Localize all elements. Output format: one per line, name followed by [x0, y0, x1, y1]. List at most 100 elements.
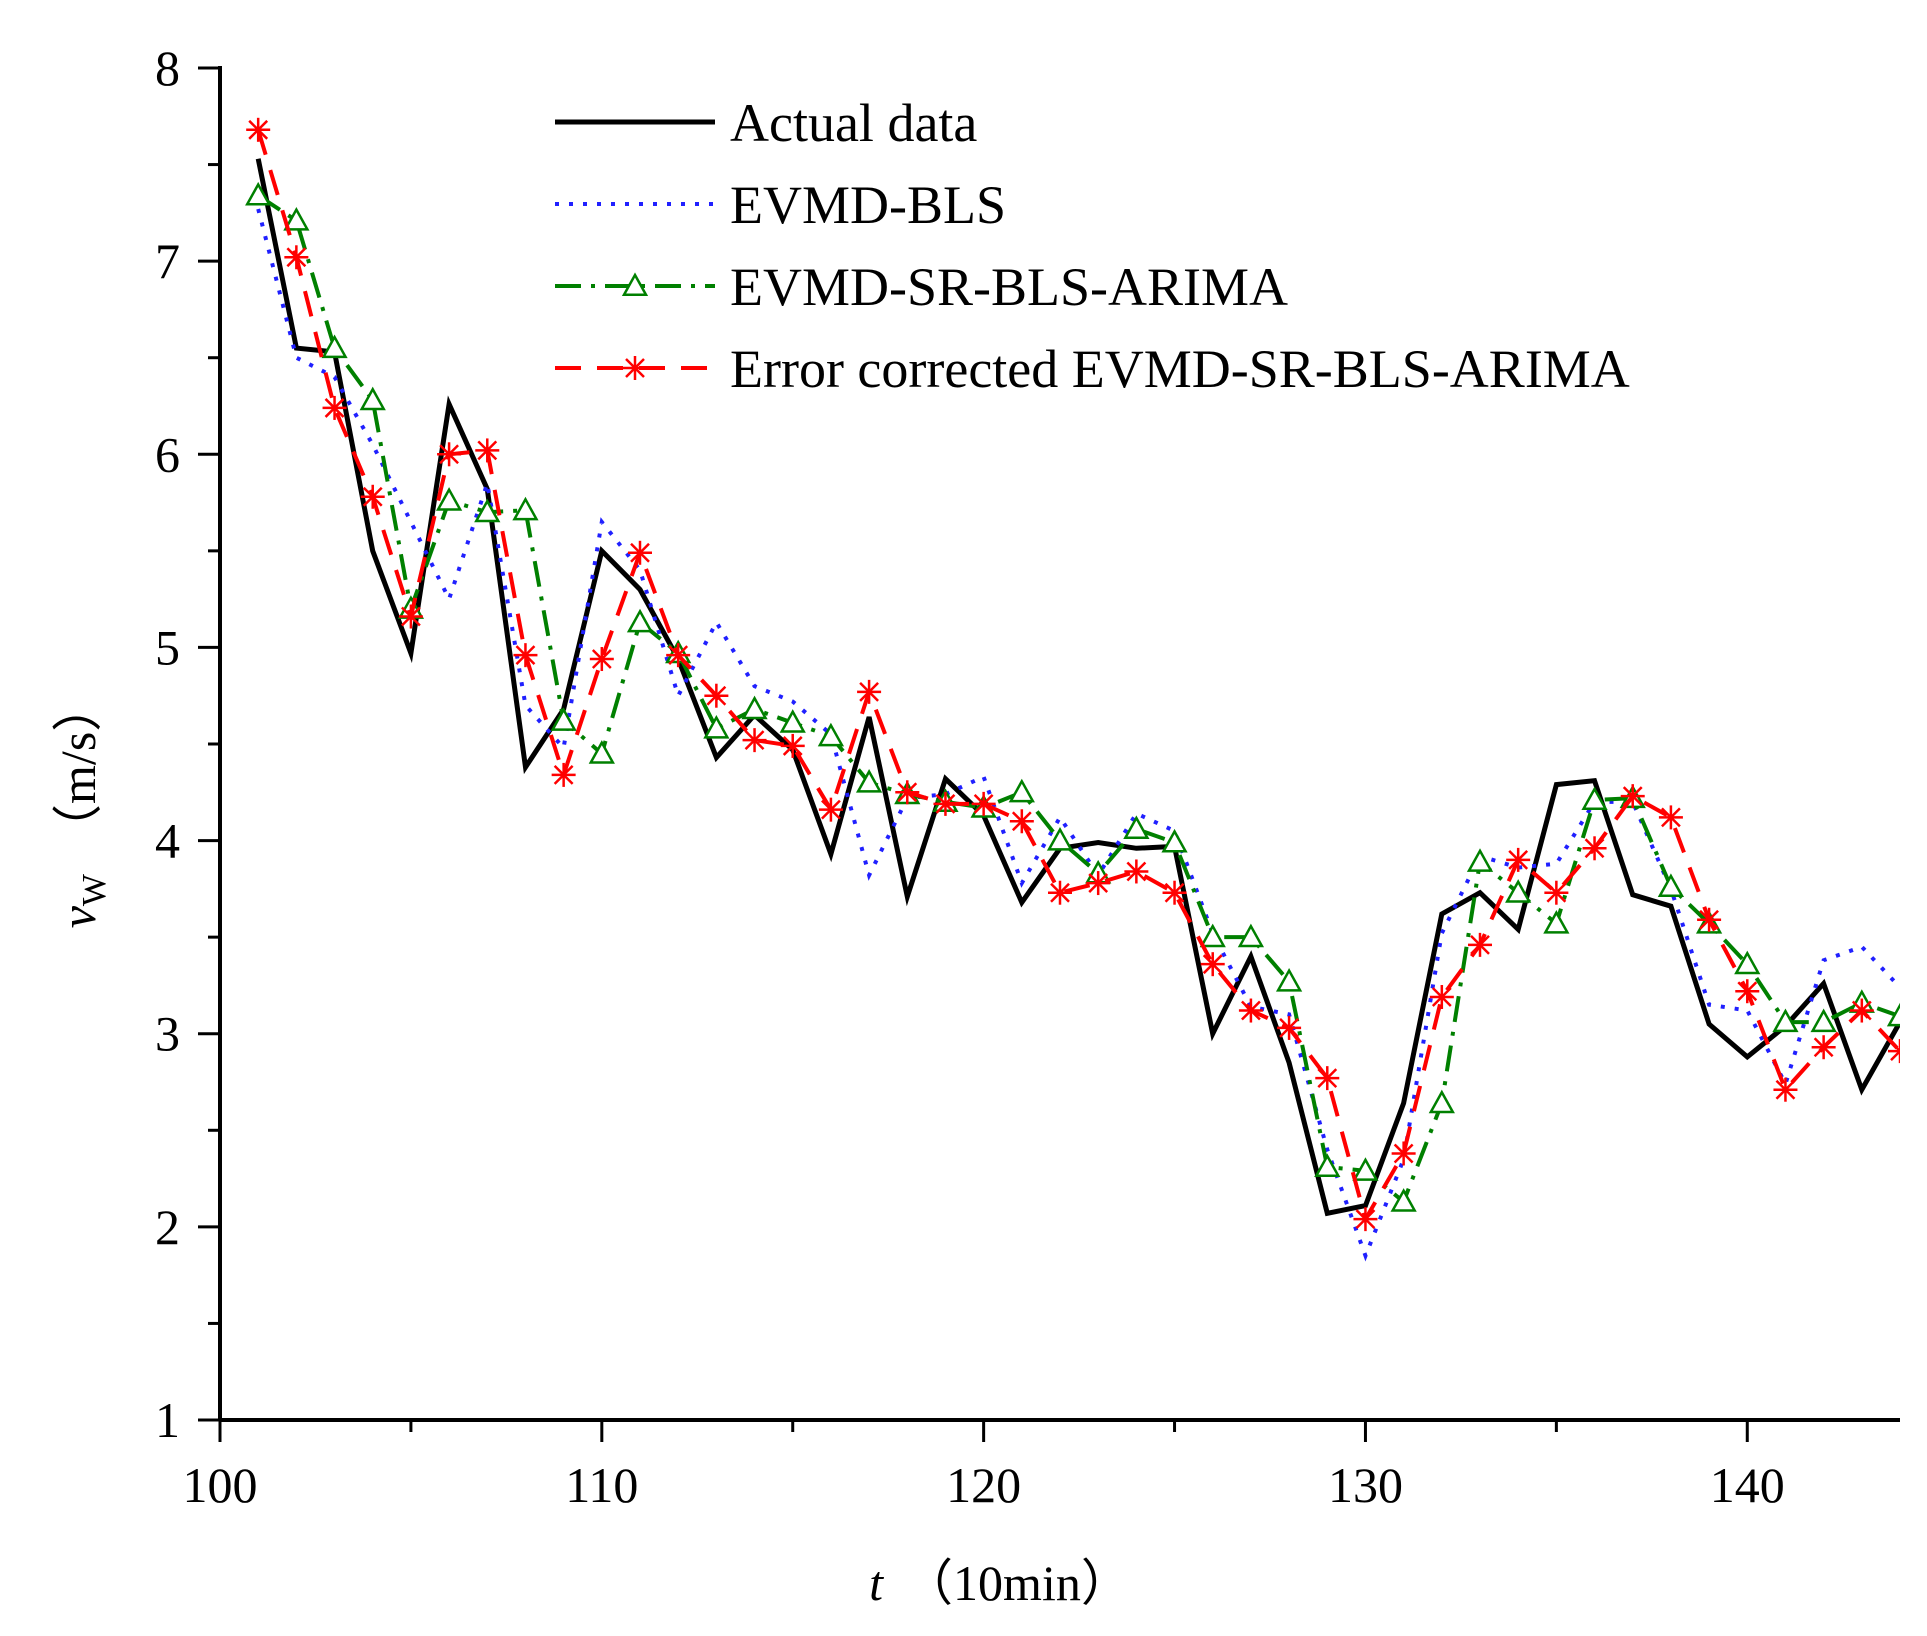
data-point-marker [817, 722, 845, 747]
data-point-marker [704, 683, 729, 708]
data-point-marker [360, 484, 385, 509]
data-point-marker [1657, 873, 1685, 897]
legend-label: EVMD-SR-BLS-ARIMA [730, 257, 1288, 317]
asterisk-stroke [744, 730, 765, 751]
data-point-marker [322, 395, 347, 420]
data-point-marker [1849, 998, 1874, 1023]
y-tick-label: 2 [155, 1199, 180, 1255]
data-point-marker [551, 762, 576, 787]
data-point-marker [1237, 923, 1265, 948]
asterisk-stroke [897, 782, 918, 803]
data-point-marker [283, 207, 310, 231]
asterisk-stroke [1584, 838, 1605, 859]
asterisk-stroke [1202, 954, 1223, 975]
data-point-marker [1238, 998, 1263, 1023]
data-point-marker [1581, 786, 1608, 811]
x-tick-label: 100 [183, 1457, 258, 1513]
legend: Actual data EVMD-BLS EVMD-SR-BLS-ARIMA Erro… [555, 93, 1630, 399]
data-point-marker [1008, 778, 1035, 803]
asterisk-stroke [859, 681, 879, 702]
asterisk-stroke [1890, 1041, 1900, 1053]
data-point-marker [475, 438, 500, 463]
data-point-marker [1314, 1153, 1341, 1178]
data-point-marker [550, 707, 577, 731]
y-tick-label: 5 [155, 619, 180, 675]
y-tick-label: 6 [155, 426, 180, 482]
data-point-marker [1658, 805, 1683, 830]
data-point-marker [971, 791, 996, 816]
data-point-marker [246, 117, 271, 142]
data-point-marker [1888, 1039, 1900, 1064]
asterisk-stroke [553, 765, 574, 785]
asterisk-stroke [362, 486, 383, 507]
data-point-marker [589, 647, 614, 672]
data-point-marker [1468, 932, 1492, 957]
data-point-marker [1810, 1008, 1837, 1033]
data-point-marker [1886, 1002, 1900, 1027]
data-point-marker [1277, 1015, 1302, 1040]
data-point-marker [1543, 910, 1570, 934]
legend-entry-4: Error corrected EVMD-SR-BLS-ARIMA [555, 339, 1630, 399]
data-point-marker [1200, 952, 1225, 977]
data-point-marker [1161, 828, 1188, 853]
data-point-marker [895, 780, 920, 805]
data-point-marker [398, 604, 423, 629]
data-point-marker [1315, 1066, 1340, 1091]
y-tick-label: 1 [155, 1392, 180, 1448]
data-point-marker [359, 386, 386, 411]
axes-layer: 100 110 120 130 140 1 2 3 4 5 6 7 8 [155, 40, 1900, 1513]
data-point-marker [857, 679, 882, 704]
data-point-marker [855, 769, 883, 793]
asterisk-stroke [1011, 811, 1032, 832]
data-point-marker [1544, 880, 1569, 905]
x-tick-label: 110 [565, 1457, 638, 1513]
x-tick-label: 120 [946, 1457, 1021, 1513]
asterisk-stroke [1088, 873, 1109, 893]
data-point-marker [1505, 879, 1532, 903]
asterisk-stroke [1393, 1143, 1414, 1164]
asterisk-stroke [625, 358, 645, 378]
legend-entry-3: EVMD-SR-BLS-ARIMA [555, 257, 1288, 317]
axis-titles: t （10min） vW（m/s） [50, 682, 1131, 1611]
asterisk-stroke [630, 542, 650, 563]
series-layer [245, 117, 1900, 1262]
data-point-marker [437, 442, 462, 467]
data-point-marker [474, 498, 501, 523]
asterisk-stroke [1699, 909, 1719, 930]
data-point-marker [1428, 1089, 1455, 1114]
data-point-marker [741, 695, 768, 720]
asterisk-stroke [248, 119, 269, 140]
data-point-marker [1620, 784, 1645, 809]
asterisk-stroke [324, 398, 345, 418]
legend-entry-1: Actual data [555, 93, 977, 153]
data-point-marker [742, 728, 767, 753]
x-axis-title: t （10min） [869, 1555, 1131, 1611]
series-line-1 [255, 158, 1900, 1217]
asterisk-stroke [591, 649, 612, 669]
data-point-marker [1353, 1207, 1378, 1232]
data-point-marker [1123, 815, 1150, 840]
data-point-marker [1162, 880, 1187, 905]
asterisk-stroke [1813, 1037, 1834, 1058]
asterisk-stroke [1431, 987, 1452, 1007]
data-point-marker [245, 181, 272, 206]
data-point-marker [780, 733, 805, 758]
asterisk-stroke [1737, 981, 1758, 1002]
data-point-marker [1391, 1141, 1416, 1166]
asterisk-stroke [1890, 1049, 1900, 1061]
data-point-marker [1773, 1077, 1798, 1102]
data-point-marker [818, 797, 843, 822]
y-axis-title: vW（m/s） [50, 682, 113, 929]
legend-label: EVMD-BLS [730, 175, 1006, 235]
asterisk-stroke [477, 440, 498, 461]
y-tick-label: 8 [155, 40, 180, 96]
data-point-marker [321, 334, 348, 359]
data-point-marker [933, 791, 958, 816]
data-point-marker [284, 245, 309, 270]
x-tick-label: 140 [1710, 1457, 1785, 1513]
data-point-marker [588, 740, 615, 764]
data-point-marker [1429, 985, 1454, 1010]
data-point-marker [666, 643, 691, 668]
data-point-marker [703, 714, 730, 739]
data-point-marker [1697, 907, 1722, 932]
